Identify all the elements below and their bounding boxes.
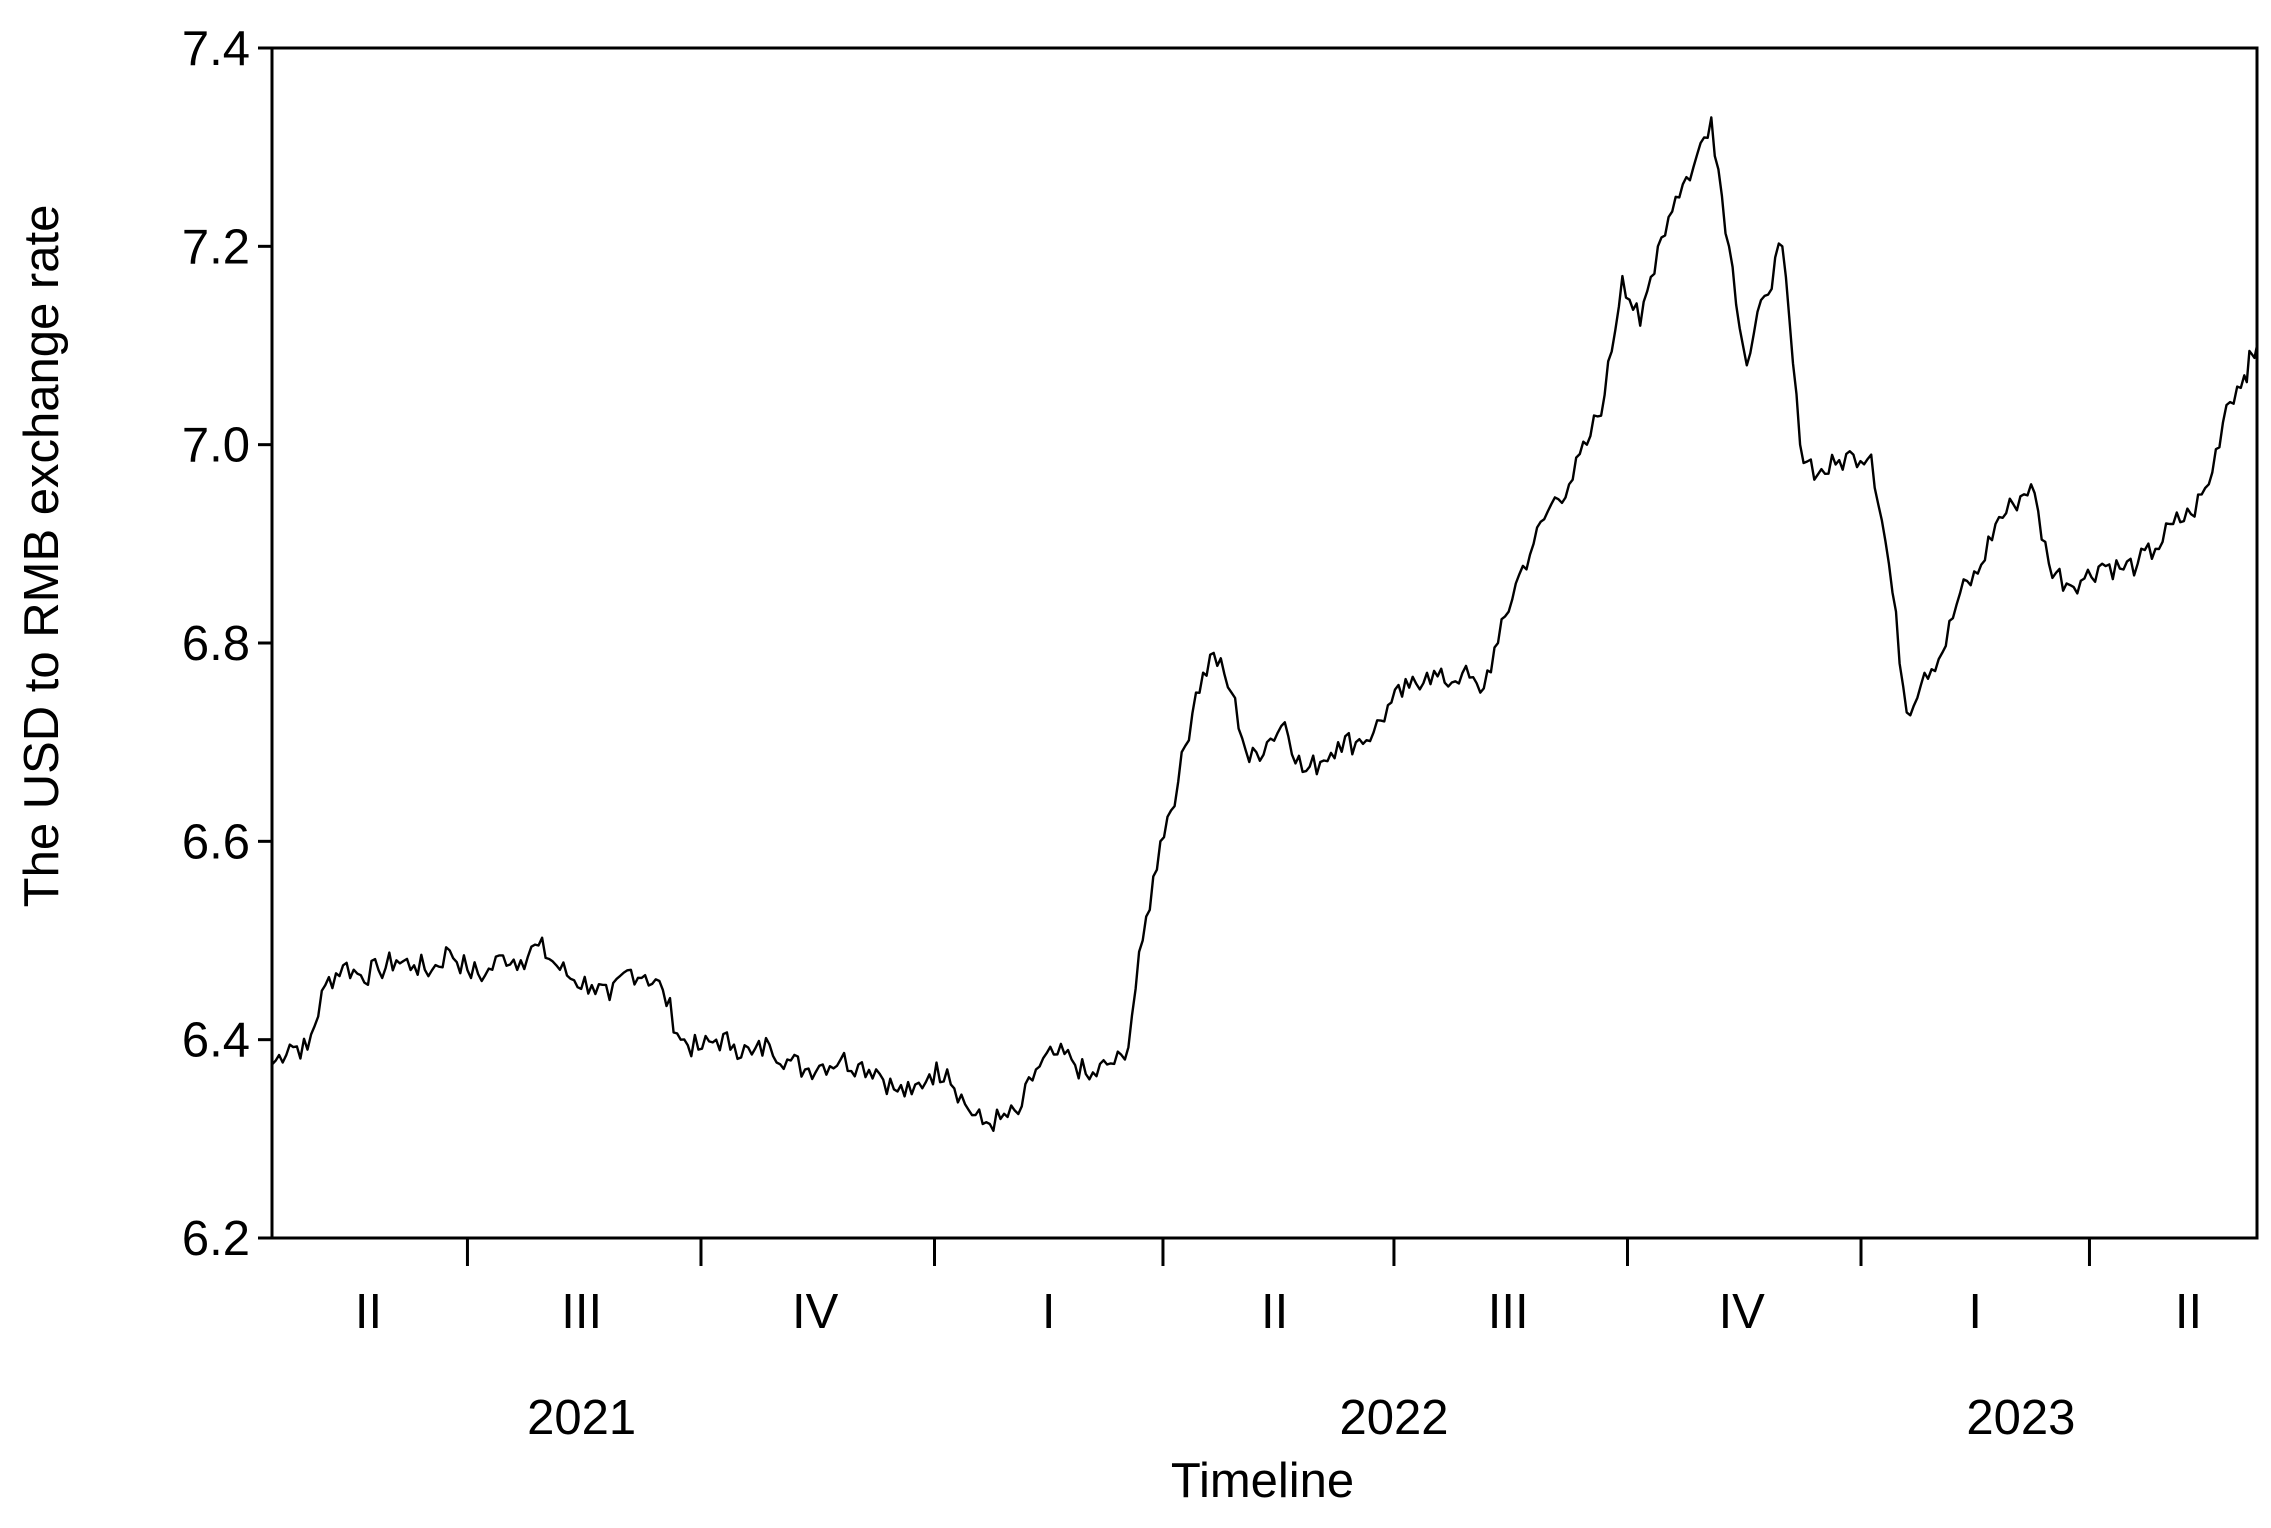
plot-frame — [270, 46, 2259, 1240]
quarter-label: II — [2175, 1285, 2202, 1339]
y-tick-label: 6.2 — [182, 1212, 250, 1266]
x-axis-title: Timeline — [1171, 1454, 1354, 1508]
y-axis: 6.2 6.4 6.6 6.8 7.0 7.2 7.4 — [182, 22, 272, 1266]
quarter-label: IV — [792, 1285, 839, 1339]
quarter-labels: II III IV I II III IV I II — [355, 1285, 2202, 1339]
quarter-label: III — [561, 1285, 602, 1339]
y-axis-title: The USD to RMB exchange rate — [15, 205, 69, 908]
y-tick-label: 7.2 — [182, 220, 250, 274]
quarter-label: II — [1261, 1285, 1288, 1339]
quarter-label: III — [1488, 1285, 1529, 1339]
y-tick-label: 6.6 — [182, 815, 250, 869]
series-line — [271, 116, 2259, 1132]
year-label: 2021 — [527, 1391, 636, 1445]
y-tick-label: 6.8 — [182, 617, 250, 671]
quarter-label: II — [355, 1285, 382, 1339]
quarter-label: I — [1042, 1285, 1056, 1339]
y-tick-label: 6.4 — [182, 1014, 250, 1068]
quarter-label: IV — [1719, 1285, 1766, 1339]
quarter-label: I — [1968, 1285, 1982, 1339]
year-labels: 2021 2022 2023 — [527, 1391, 2075, 1445]
y-tick-label: 7.0 — [182, 419, 250, 473]
year-label: 2022 — [1339, 1391, 1448, 1445]
year-label: 2023 — [1966, 1391, 2075, 1445]
y-tick-label: 7.4 — [182, 22, 250, 76]
x-axis — [465, 1238, 2091, 1266]
